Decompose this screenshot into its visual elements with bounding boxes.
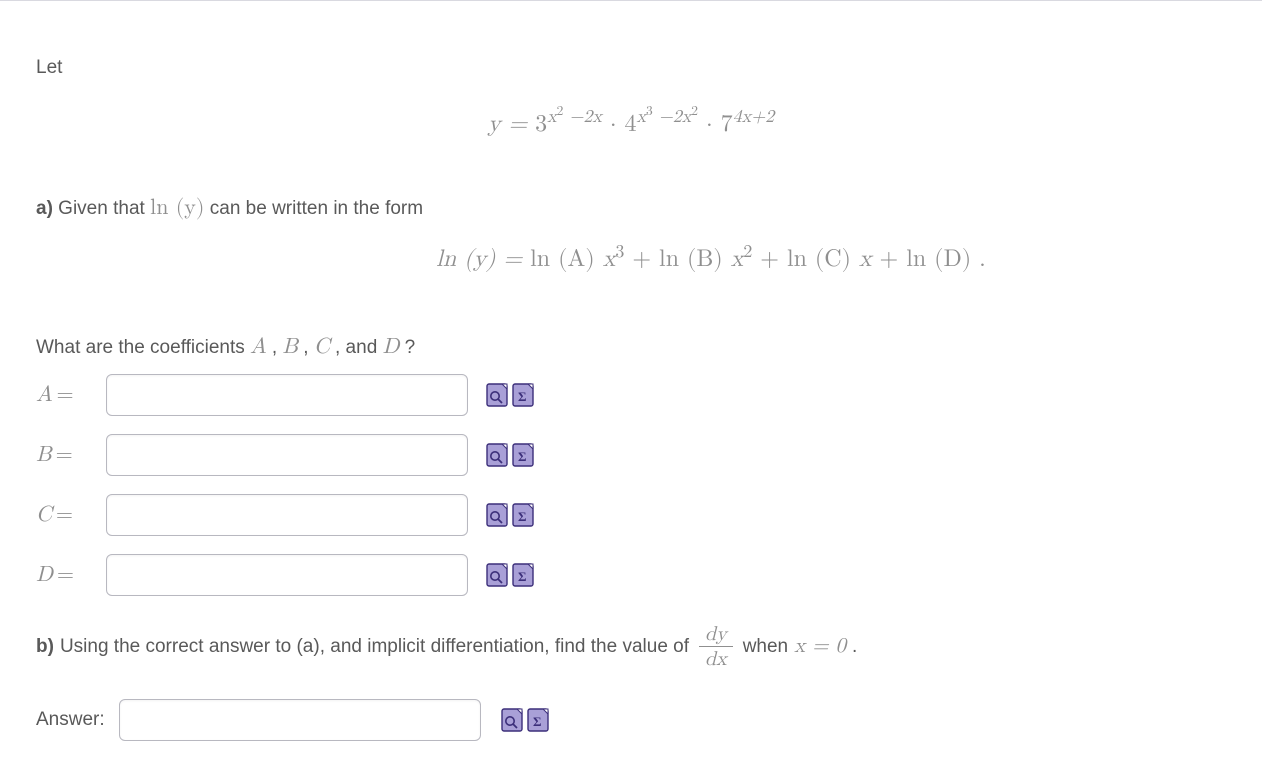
part-b: b) Using the correct answer to (a), and … <box>36 624 1226 669</box>
tools-B: Σ <box>486 443 534 467</box>
tools-A: Σ <box>486 383 534 407</box>
eq1-dot1: · <box>610 112 625 136</box>
dy-dx-fraction: dy dx <box>699 624 733 669</box>
equation-editor-icon[interactable]: Σ <box>527 708 549 732</box>
eq1-dot2: · <box>706 112 721 136</box>
coefficients-question: What are the coefficients A , B , C , an… <box>36 334 1226 360</box>
answer-rows: A= Σ B= Σ <box>36 374 1226 596</box>
row-C: C= Σ <box>36 494 1226 536</box>
label-B: B= <box>36 442 94 468</box>
row-D: D= Σ <box>36 554 1226 596</box>
svg-text:Σ: Σ <box>518 449 527 464</box>
svg-text:Σ: Σ <box>518 569 527 584</box>
eq1-base3: 7 <box>721 112 733 136</box>
intro-text: Let <box>36 57 1226 79</box>
eq1-base2: 4 <box>625 112 637 136</box>
part-a-lead: a) Given that ln (y) can be written in t… <box>36 195 1226 221</box>
ln-y-inline: ln (y) <box>150 197 204 219</box>
part-b-label: b) <box>36 636 54 658</box>
equation-editor-icon[interactable]: Σ <box>512 383 534 407</box>
eq1-base1: 3 <box>535 112 547 136</box>
tools-C: Σ <box>486 503 534 527</box>
tools-answer: Σ <box>501 708 549 732</box>
question-page: Let y = 3x2 −2x · 4x3 −2x2 · 74x+2 a) Gi… <box>0 0 1262 781</box>
preview-icon[interactable] <box>486 563 508 587</box>
preview-icon[interactable] <box>486 503 508 527</box>
tools-D: Σ <box>486 563 534 587</box>
equation-lny-form: ln (y) = ln (A) x3 + ln (B) x2 + ln (C) … <box>36 241 1226 274</box>
label-A: A= <box>36 382 94 408</box>
row-B: B= Σ <box>36 434 1226 476</box>
svg-text:Σ: Σ <box>533 714 542 729</box>
input-A[interactable] <box>106 374 468 416</box>
preview-icon[interactable] <box>501 708 523 732</box>
part-a-label: a) <box>36 198 53 219</box>
preview-icon[interactable] <box>486 383 508 407</box>
preview-icon[interactable] <box>486 443 508 467</box>
input-D[interactable] <box>106 554 468 596</box>
equation-editor-icon[interactable]: Σ <box>512 503 534 527</box>
row-A: A= Σ <box>36 374 1226 416</box>
label-C: C= <box>36 502 94 528</box>
input-C[interactable] <box>106 494 468 536</box>
equation-y-definition: y = 3x2 −2x · 4x3 −2x2 · 74x+2 <box>36 103 1226 139</box>
input-B[interactable] <box>106 434 468 476</box>
equation-editor-icon[interactable]: Σ <box>512 443 534 467</box>
svg-text:Σ: Σ <box>518 389 527 404</box>
svg-text:Σ: Σ <box>518 509 527 524</box>
label-D: D= <box>36 562 94 588</box>
answer-final-label: Answer: <box>36 709 105 731</box>
eq1-prefix: y = <box>488 112 535 136</box>
answer-final-row: Answer: Σ <box>36 699 1226 741</box>
input-answer[interactable] <box>119 699 481 741</box>
equation-editor-icon[interactable]: Σ <box>512 563 534 587</box>
